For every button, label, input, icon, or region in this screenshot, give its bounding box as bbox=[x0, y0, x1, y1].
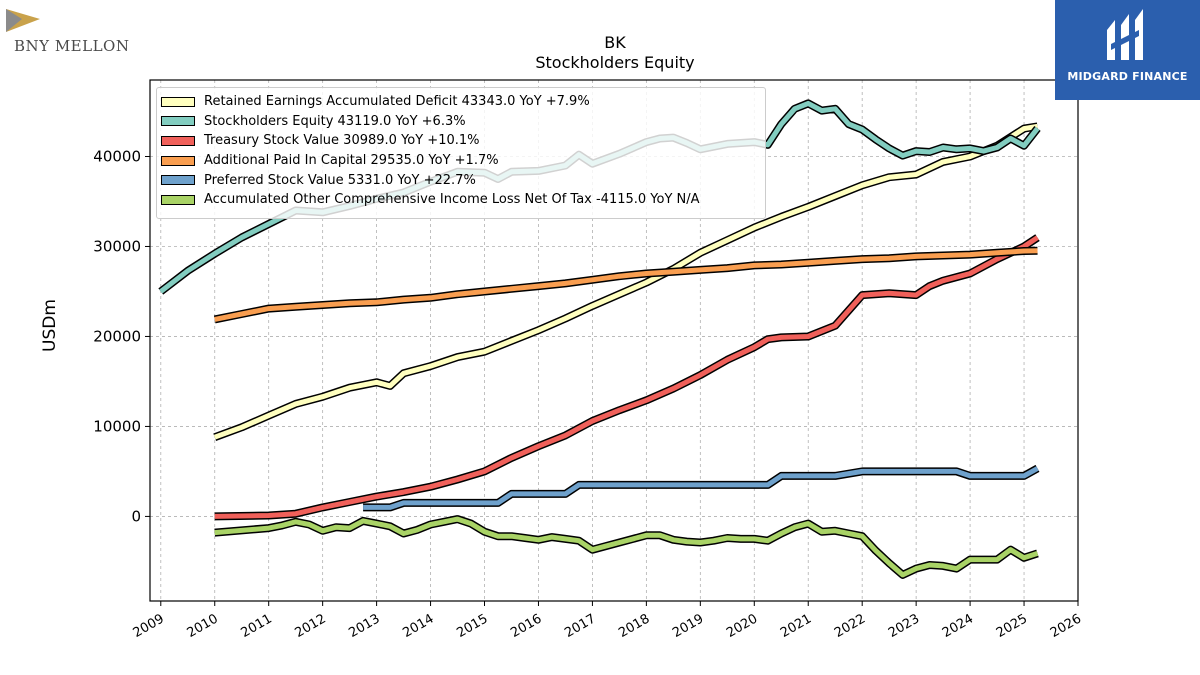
y-tick-label: 20000 bbox=[93, 327, 141, 345]
legend-item: Additional Paid In Capital 29535.0 YoY +… bbox=[161, 151, 765, 171]
bny-mellon-logo-icon bbox=[6, 9, 40, 32]
legend-swatch bbox=[161, 175, 195, 186]
x-tick-label: 2025 bbox=[994, 611, 1030, 641]
legend-swatch bbox=[161, 194, 195, 205]
legend-label: Treasury Stock Value 30989.0 YoY +10.1% bbox=[204, 133, 480, 149]
legend-swatch bbox=[161, 96, 195, 107]
plot-frame bbox=[149, 79, 1079, 602]
x-tick-label: 2024 bbox=[940, 611, 976, 641]
y-tick-label: 30000 bbox=[93, 237, 141, 255]
x-tick-label: 2010 bbox=[185, 611, 221, 641]
x-tick-label: 2014 bbox=[400, 611, 436, 641]
series-line bbox=[213, 122, 1039, 441]
x-tick-label: 2020 bbox=[724, 611, 760, 641]
watermark-name: MIDGARD FINANCE bbox=[1067, 70, 1188, 83]
midgard-finance-logo: MIDGARD FINANCE bbox=[1055, 0, 1200, 100]
legend-swatch bbox=[161, 116, 195, 127]
series-line bbox=[214, 515, 1039, 579]
x-tick-label: 2018 bbox=[616, 611, 652, 641]
chart-title: BK bbox=[604, 33, 626, 52]
grid-lines bbox=[150, 80, 1079, 601]
legend-item: Retained Earnings Accumulated Deficit 43… bbox=[161, 92, 765, 112]
y-tick-label: 0 bbox=[131, 507, 141, 525]
x-tick-label: 2017 bbox=[562, 611, 598, 641]
series-line bbox=[214, 234, 1040, 521]
series-line bbox=[363, 464, 1040, 512]
y-tick-label: 40000 bbox=[93, 147, 141, 165]
legend-item: Stockholders Equity 43119.0 YoY +6.3% bbox=[161, 112, 765, 132]
series-line-stroke bbox=[214, 235, 1039, 519]
x-tick-label: 2011 bbox=[239, 611, 275, 641]
series-line-outline bbox=[213, 246, 1038, 324]
legend: Retained Earnings Accumulated Deficit 43… bbox=[156, 87, 766, 219]
series-line-stroke bbox=[363, 466, 1039, 510]
x-tick-label: 2022 bbox=[832, 611, 868, 641]
x-tick-label: 2016 bbox=[508, 611, 544, 641]
x-tick-label: 2021 bbox=[778, 611, 814, 641]
legend-label: Stockholders Equity 43119.0 YoY +6.3% bbox=[204, 113, 466, 129]
x-tick-label: 2009 bbox=[131, 611, 167, 641]
legend-swatch bbox=[161, 135, 195, 146]
series-line-stroke bbox=[214, 516, 1039, 578]
legend-item: Treasury Stock Value 30989.0 YoY +10.1% bbox=[161, 131, 765, 151]
x-tick-label: 2012 bbox=[292, 611, 328, 641]
y-axis: 0 10000 20000 30000 40000 bbox=[93, 147, 150, 525]
legend-label: Additional Paid In Capital 29535.0 YoY +… bbox=[204, 153, 499, 169]
x-tick-label: 2013 bbox=[346, 611, 382, 641]
legend-label: Accumulated Other Comprehensive Income L… bbox=[204, 192, 700, 208]
legend-label: Retained Earnings Accumulated Deficit 43… bbox=[204, 94, 590, 110]
legend-item: Accumulated Other Comprehensive Income L… bbox=[161, 190, 765, 210]
legend-swatch bbox=[161, 155, 195, 166]
bny-mellon-logo bbox=[6, 6, 156, 56]
midgard-logo-icon bbox=[1107, 9, 1143, 60]
chart-subtitle: Stockholders Equity bbox=[535, 53, 695, 72]
legend-item: Preferred Stock Value 5331.0 YoY +22.7% bbox=[161, 170, 765, 190]
series-line bbox=[213, 246, 1038, 324]
x-axis: 2009 2010 2011 2012 2013 2014 2015 2016 2017 2018… bbox=[131, 601, 1084, 641]
x-tick-label: 2019 bbox=[670, 611, 706, 641]
brand-name: BNY MELLON bbox=[14, 37, 130, 55]
y-tick-label: 10000 bbox=[93, 417, 141, 435]
x-tick-label: 2023 bbox=[886, 611, 922, 641]
series-line-stroke bbox=[214, 248, 1038, 322]
legend-label: Preferred Stock Value 5331.0 YoY +22.7% bbox=[204, 172, 476, 188]
x-tick-label: 2015 bbox=[454, 611, 490, 641]
x-tick-label: 2026 bbox=[1048, 611, 1084, 641]
y-axis-label: USDm bbox=[40, 299, 60, 352]
series-line-stroke bbox=[213, 123, 1038, 440]
